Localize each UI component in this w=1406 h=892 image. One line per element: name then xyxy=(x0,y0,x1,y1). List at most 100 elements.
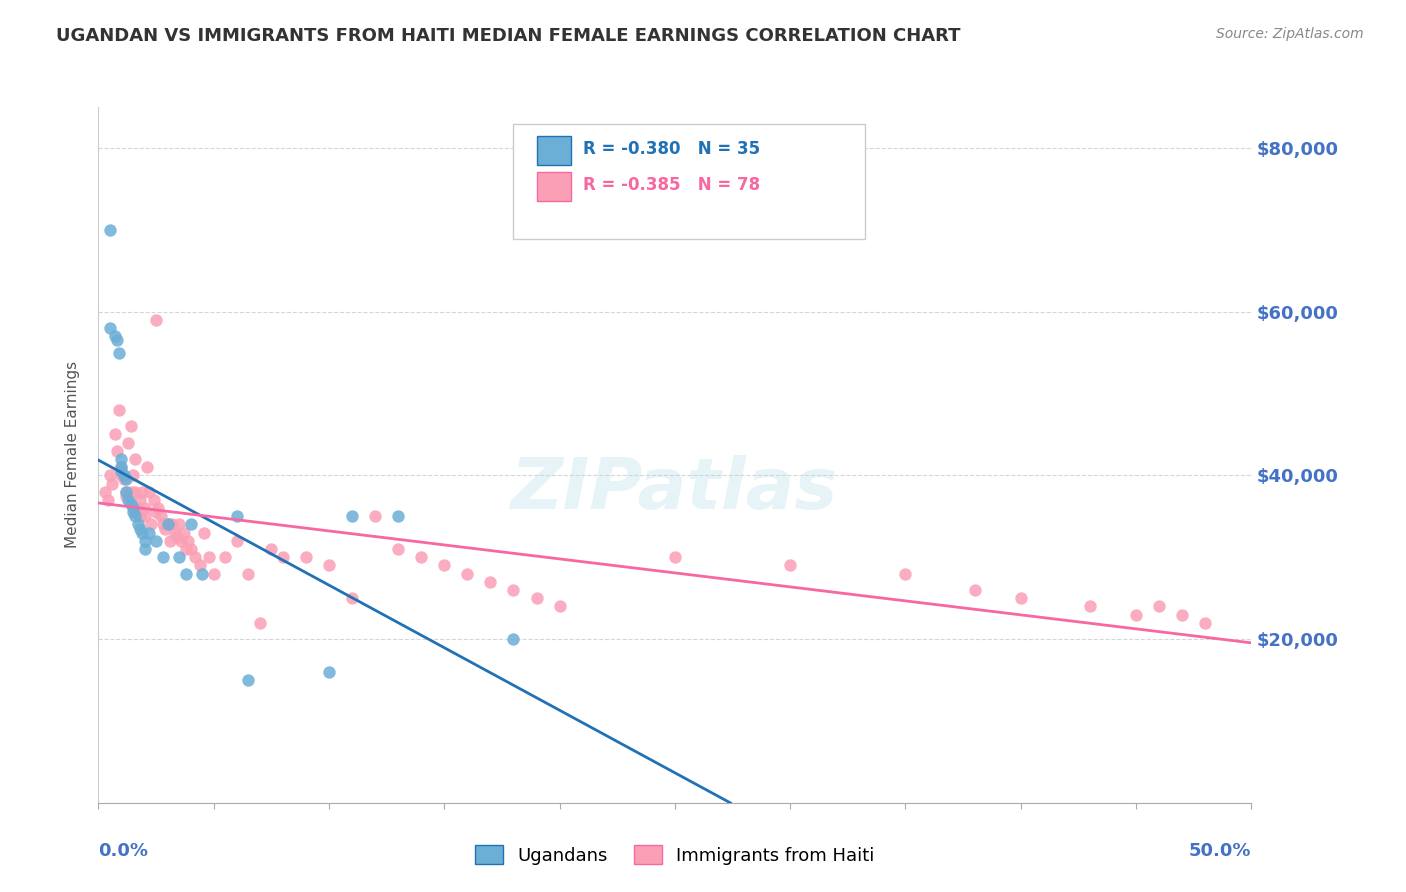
Legend: Ugandans, Immigrants from Haiti: Ugandans, Immigrants from Haiti xyxy=(467,837,883,874)
Point xyxy=(214,550,236,565)
Point xyxy=(120,497,142,511)
Point xyxy=(120,419,142,434)
Point xyxy=(129,522,152,536)
Point xyxy=(548,599,571,614)
Point xyxy=(108,403,131,417)
Point xyxy=(894,566,917,581)
Point xyxy=(159,533,181,548)
Point xyxy=(238,566,260,581)
Point xyxy=(122,468,145,483)
Point xyxy=(142,492,165,507)
Point xyxy=(198,550,221,565)
Point xyxy=(155,522,177,536)
Point xyxy=(152,517,174,532)
Point xyxy=(174,566,197,581)
Point xyxy=(145,505,167,519)
Point xyxy=(134,542,156,557)
Point xyxy=(98,223,121,237)
Point xyxy=(170,533,193,548)
FancyBboxPatch shape xyxy=(537,172,571,201)
Point xyxy=(127,517,149,532)
Point xyxy=(177,533,200,548)
Point xyxy=(163,525,186,540)
Point xyxy=(156,517,179,532)
Point xyxy=(110,460,132,475)
Point xyxy=(98,468,121,483)
Point xyxy=(526,591,548,606)
Point xyxy=(1194,615,1216,630)
Point xyxy=(120,484,142,499)
Point xyxy=(779,558,801,573)
Point xyxy=(188,558,211,573)
Point xyxy=(145,533,167,548)
Point xyxy=(173,525,195,540)
Point xyxy=(180,517,202,532)
Point xyxy=(112,473,135,487)
Point xyxy=(260,542,283,557)
Point xyxy=(110,468,132,483)
Point xyxy=(225,509,247,524)
Point xyxy=(174,542,197,557)
Point xyxy=(184,550,207,565)
Point xyxy=(108,345,131,359)
Point xyxy=(340,509,363,524)
Point xyxy=(134,509,156,524)
Point xyxy=(193,525,215,540)
Point xyxy=(110,464,132,478)
Point xyxy=(131,525,153,540)
Point xyxy=(141,517,163,532)
Point xyxy=(122,501,145,516)
Point xyxy=(103,427,125,442)
Point xyxy=(271,550,294,565)
Point xyxy=(117,492,139,507)
Point xyxy=(134,501,156,516)
Point xyxy=(295,550,318,565)
Point xyxy=(152,550,174,565)
Point xyxy=(225,533,247,548)
Point xyxy=(249,615,271,630)
Point xyxy=(124,484,146,499)
Text: UGANDAN VS IMMIGRANTS FROM HAITI MEDIAN FEMALE EARNINGS CORRELATION CHART: UGANDAN VS IMMIGRANTS FROM HAITI MEDIAN … xyxy=(56,27,960,45)
Point xyxy=(117,435,139,450)
Point xyxy=(433,558,456,573)
Point xyxy=(340,591,363,606)
Point xyxy=(1078,599,1101,614)
Point xyxy=(115,473,138,487)
Point xyxy=(98,321,121,335)
Point xyxy=(138,525,160,540)
Point xyxy=(138,484,160,499)
Point xyxy=(101,476,124,491)
Point xyxy=(97,492,120,507)
Point xyxy=(145,313,167,327)
Text: R = -0.380   N = 35: R = -0.380 N = 35 xyxy=(582,140,759,158)
Point xyxy=(1125,607,1147,622)
Point xyxy=(110,460,132,475)
Point xyxy=(122,505,145,519)
Point xyxy=(963,582,986,597)
Point xyxy=(191,566,214,581)
Point xyxy=(110,452,132,467)
Point xyxy=(135,460,157,475)
Point xyxy=(94,484,117,499)
Text: ZIPatlas: ZIPatlas xyxy=(512,455,838,524)
Point xyxy=(167,550,190,565)
Point xyxy=(115,484,138,499)
Point xyxy=(129,509,152,524)
Y-axis label: Median Female Earnings: Median Female Earnings xyxy=(65,361,80,549)
Point xyxy=(148,501,170,516)
Text: R = -0.385   N = 78: R = -0.385 N = 78 xyxy=(582,176,759,194)
Point xyxy=(318,665,340,679)
Point xyxy=(387,542,409,557)
Point xyxy=(180,542,202,557)
Point xyxy=(134,533,156,548)
Text: 0.0%: 0.0% xyxy=(98,842,149,860)
Text: 50.0%: 50.0% xyxy=(1189,842,1251,860)
Point xyxy=(202,566,225,581)
FancyBboxPatch shape xyxy=(537,136,571,165)
Point xyxy=(502,582,524,597)
Point xyxy=(318,558,340,573)
Point xyxy=(411,550,433,565)
Point xyxy=(115,484,138,499)
Point xyxy=(115,489,138,503)
Point xyxy=(1147,599,1170,614)
